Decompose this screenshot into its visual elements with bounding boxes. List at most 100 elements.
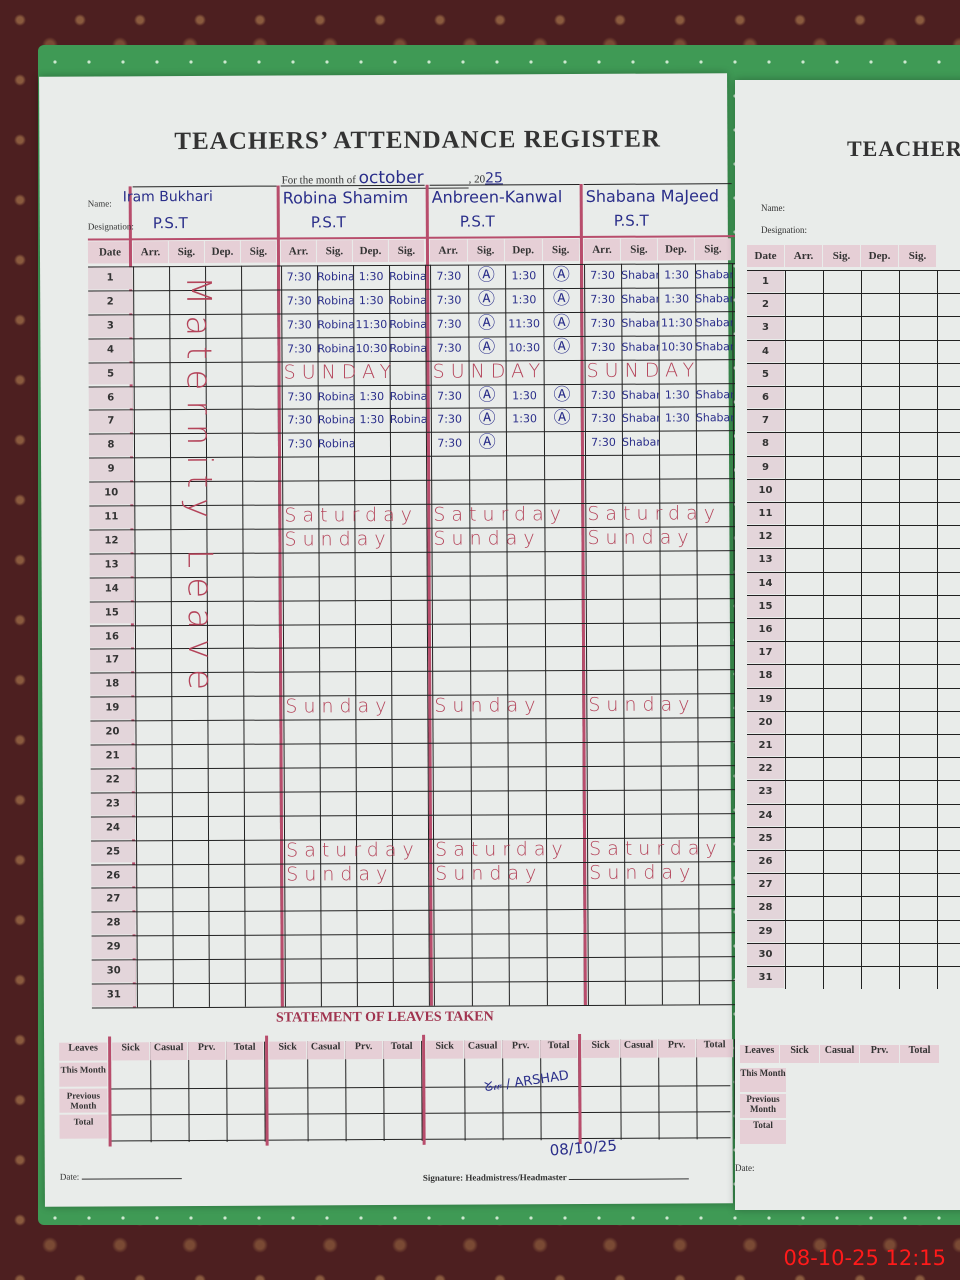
- right-date-cell: 25: [747, 827, 784, 849]
- right-date-cell: 4: [747, 340, 784, 362]
- attendance-entry: 7:30: [437, 436, 463, 451]
- col-header: Sig.: [388, 239, 425, 262]
- right-date-cell: 21: [747, 735, 784, 757]
- right-name-label: Name:: [761, 203, 785, 213]
- attendance-entry: Shabana: [695, 315, 733, 330]
- date-cell: 16: [89, 625, 135, 648]
- date-cell: 17: [90, 649, 135, 672]
- attendance-entry: 10:30: [508, 340, 541, 355]
- right-col-header: Sig.: [823, 245, 860, 267]
- right-date-cell: 27: [747, 874, 784, 896]
- right-row-line: [747, 270, 960, 271]
- col-header: Sig.: [467, 239, 505, 262]
- day-note: Sunday: [588, 693, 696, 717]
- attendance-entry: Robina: [389, 293, 426, 307]
- attendance-entry: 1:30: [358, 293, 384, 308]
- day-note: Sunday: [434, 694, 542, 717]
- attendance-entry: 7:30: [590, 340, 616, 354]
- right-date-cell: 16: [747, 619, 784, 641]
- right-col-line: [937, 270, 938, 990]
- attendance-entry: Ⓐ: [477, 289, 496, 310]
- col-header-date: Date: [87, 241, 133, 264]
- col-header: Sig.: [620, 238, 658, 261]
- right-row-line: [747, 339, 960, 341]
- attendance-entry: 7:30: [591, 436, 616, 450]
- row-line: [91, 980, 742, 985]
- teacher-designation: P.S.T: [613, 211, 649, 230]
- leaves-col-header: Sick: [269, 1041, 307, 1060]
- leaves-col-header: Total: [540, 1040, 578, 1059]
- right-date-cell: 1: [747, 271, 784, 293]
- row-line: [90, 788, 741, 794]
- date-cell: 8: [88, 434, 134, 457]
- right-row-line: [747, 316, 960, 318]
- right-col-header: Date: [747, 245, 784, 267]
- col-header: Sig.: [694, 238, 732, 261]
- teacher-name: Robina Shamim: [282, 187, 409, 208]
- attendance-entry: 7:30: [590, 268, 615, 282]
- attendance-entry: Shabana: [621, 292, 659, 306]
- attendance-entry: 1:30: [512, 388, 537, 402]
- leaves-row-line: [110, 1085, 731, 1090]
- name-box-top: [429, 183, 580, 186]
- right-row-line: [747, 896, 960, 898]
- right-row-line: [747, 455, 960, 457]
- date-cell: 4: [88, 339, 133, 362]
- right-date-cell: 10: [747, 479, 784, 501]
- right-leaves-header: Total: [900, 1045, 939, 1063]
- right-col-header: Sig.: [899, 245, 936, 267]
- day-note: Sunday: [284, 527, 392, 551]
- attendance-entry: Shabana: [621, 340, 659, 354]
- leaves-row-label: Previous Month: [59, 1088, 108, 1113]
- teacher-name: Shabana MaJeed: [585, 186, 719, 206]
- attendance-entry: Shabana: [695, 411, 733, 425]
- attendance-entry: Ⓐ: [553, 336, 571, 357]
- date-field: Date:: [60, 1171, 182, 1182]
- date-cell: 6: [88, 386, 133, 409]
- right-col-line: [823, 270, 824, 990]
- attendance-entry: 7:30: [287, 413, 313, 427]
- attendance-entry: 10:30: [661, 340, 693, 354]
- col-header: Sig.: [240, 240, 277, 263]
- row-line: [90, 717, 741, 722]
- attendance-entry: 1:30: [512, 412, 537, 426]
- right-date-cell: 26: [747, 851, 784, 873]
- day-note: SUNDAY: [586, 358, 701, 382]
- right-row-line: [747, 919, 960, 921]
- col-header: Arr.: [429, 239, 467, 262]
- right-date-cell: 9: [747, 456, 784, 478]
- day-note: Saturday: [284, 503, 419, 527]
- day-note: SUNDAY: [283, 360, 398, 384]
- signature-field: Signature: Headmistress/Headmaster: [422, 1171, 689, 1183]
- signature-label: Signature: Headmistress/Headmaster: [422, 1172, 567, 1183]
- row-line: [90, 741, 741, 746]
- right-row-line: [747, 525, 960, 527]
- date-cell: 5: [88, 362, 133, 386]
- attendance-entry: 7:30: [286, 294, 312, 308]
- right-row-line: [747, 432, 960, 434]
- date-cell: 13: [89, 554, 134, 577]
- attendance-entry: Robina: [389, 341, 426, 355]
- leaves-col-header: Sick: [582, 1039, 620, 1058]
- attendance-entry: 7:30: [436, 269, 462, 283]
- leaves-row-header: Leaves: [59, 1042, 108, 1061]
- right-row-line: [747, 710, 960, 712]
- attendance-entry: Robina: [317, 437, 355, 451]
- day-note: Saturday: [587, 502, 722, 525]
- attendance-entry: 7:30: [286, 318, 312, 332]
- date-cell: 24: [90, 817, 136, 840]
- name-label: Name:: [87, 198, 112, 209]
- attendance-entry: 10:30: [355, 341, 388, 355]
- right-date-cell: 6: [747, 387, 784, 409]
- right-date-cell: 29: [747, 920, 784, 942]
- leaves-col-header: Prv.: [188, 1041, 226, 1061]
- leaves-col-header: Prv.: [345, 1041, 383, 1060]
- attendance-entry: 1:30: [511, 269, 537, 283]
- right-date-cell: 23: [747, 781, 784, 803]
- attendance-entry: 7:30: [437, 412, 462, 427]
- teacher-designation: P.S.T: [152, 214, 188, 233]
- attendance-entry: Robina: [317, 294, 354, 308]
- row-line: [91, 932, 742, 937]
- right-date-cell: 20: [747, 711, 784, 733]
- row-line: [90, 765, 741, 770]
